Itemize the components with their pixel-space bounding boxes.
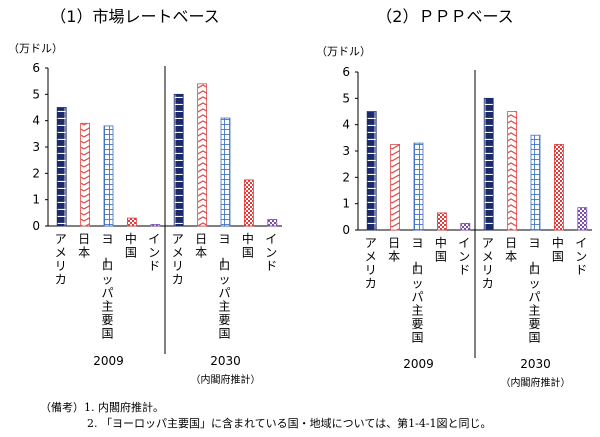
category-label: 中国	[125, 231, 137, 260]
y-axis-label: （万ドル）	[8, 42, 63, 55]
bar-europe-2030	[530, 134, 541, 231]
group-year-label: 2009	[403, 357, 434, 371]
bar-europe-2009	[413, 142, 424, 231]
category-label: ヨーロッパ主要国	[408, 236, 423, 345]
bar-europe-2030	[220, 117, 231, 227]
chart-panel-ppp: （2）ＰＰＰベース（万ドル）0123456アメリカ日本ヨーロッパ主要国中国インド…	[316, 7, 592, 389]
bar-japan-2009	[80, 122, 90, 227]
bar-china-2009	[436, 212, 447, 231]
category-label: 中国	[435, 235, 447, 264]
notes: （備考）1. 内閣府推計。 2. 「ヨーロッパ主要国」に含まれている国・地域につ…	[40, 400, 492, 432]
bar-europe-2009	[103, 125, 114, 227]
group-year-label: 2030	[520, 357, 551, 371]
y-tick-label: 2	[32, 166, 40, 180]
category-label: アメリカ	[172, 232, 184, 287]
y-tick-label: 0	[342, 223, 350, 237]
bar-india-2030	[267, 219, 278, 227]
y-tick-label: 4	[32, 114, 40, 128]
category-label: アメリカ	[365, 236, 377, 291]
y-tick-label: 0	[32, 219, 40, 233]
bar-america-2030	[173, 93, 184, 227]
bar-america-2030	[483, 97, 494, 231]
category-label: インド	[265, 232, 277, 273]
group-sublabel: （内閣府推計）	[191, 373, 261, 386]
y-tick-label: 2	[342, 170, 350, 184]
y-tick-label: 6	[32, 61, 40, 75]
y-axis-label: （万ドル）	[316, 45, 371, 58]
chart-title: （2）ＰＰＰベース	[376, 7, 513, 26]
category-label: 日本	[505, 236, 517, 264]
category-label: ヨーロッパ主要国	[215, 232, 230, 341]
category-label: 日本	[388, 236, 400, 264]
bar-china-2030	[554, 144, 564, 231]
category-label: 中国	[242, 231, 254, 260]
category-label: アメリカ	[482, 236, 494, 291]
group-year-label: 2009	[93, 354, 124, 368]
category-label: アメリカ	[55, 232, 67, 287]
chart-panel-market-rate: （1）市場レートベース（万ドル）0123456アメリカ日本ヨーロッパ主要国中国イ…	[8, 7, 282, 386]
bar-india-2030	[577, 207, 588, 231]
y-tick-label: 1	[342, 197, 350, 211]
y-tick-label: 3	[342, 144, 350, 158]
category-label: ヨーロッパ主要国	[98, 232, 113, 341]
bar-america-2009	[366, 111, 377, 231]
bar-india-2009	[150, 224, 161, 227]
group-sublabel: （内閣府推計）	[501, 376, 571, 389]
category-label: 中国	[552, 235, 564, 264]
category-label: インド	[148, 232, 160, 273]
y-tick-label: 6	[342, 65, 350, 79]
category-label: 日本	[195, 232, 207, 260]
y-tick-label: 4	[342, 118, 350, 132]
notes-line-1: （備考）1. 内閣府推計。	[40, 401, 164, 414]
y-tick-label: 1	[32, 193, 40, 207]
bar-america-2009	[56, 107, 67, 227]
category-label: インド	[575, 236, 587, 277]
bar-china-2009	[127, 217, 137, 227]
chart-title: （1）市場レートベース	[50, 7, 219, 26]
category-label: ヨーロッパ主要国	[525, 236, 540, 345]
group-year-label: 2030	[210, 354, 241, 368]
bar-china-2030	[243, 179, 254, 227]
y-tick-label: 5	[32, 87, 40, 101]
notes-line-2: 2. 「ヨーロッパ主要国」に含まれている国・地域については、第1-4-1図と同じ…	[87, 417, 492, 430]
category-label: 日本	[78, 232, 90, 260]
bar-india-2009	[460, 223, 471, 231]
bar-japan-2030	[197, 83, 208, 227]
bar-japan-2030	[507, 111, 518, 231]
category-label: インド	[458, 236, 470, 277]
y-tick-label: 3	[32, 140, 40, 154]
bar-japan-2009	[390, 144, 401, 231]
y-tick-label: 5	[342, 91, 350, 105]
